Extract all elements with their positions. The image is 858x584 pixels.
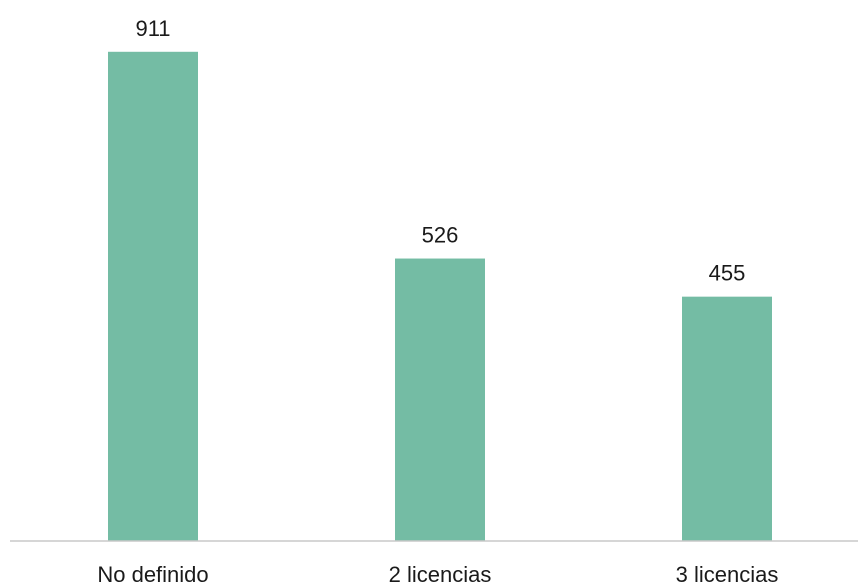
- bars-group: [108, 51, 772, 541]
- category-label-1: No definido: [97, 562, 208, 584]
- bar-2: [395, 258, 485, 541]
- data-label-1: 911: [135, 16, 170, 41]
- category-label-3: 3 licencias: [676, 562, 779, 584]
- category-labels-group: No definido 2 licencias 3 licencias: [97, 562, 778, 584]
- category-label-2: 2 licencias: [389, 562, 492, 584]
- bar-1: [108, 51, 198, 541]
- bar-3: [682, 296, 772, 541]
- data-label-3: 455: [709, 261, 746, 286]
- data-labels-group: 911 526 455: [135, 16, 745, 286]
- data-label-2: 526: [422, 223, 459, 248]
